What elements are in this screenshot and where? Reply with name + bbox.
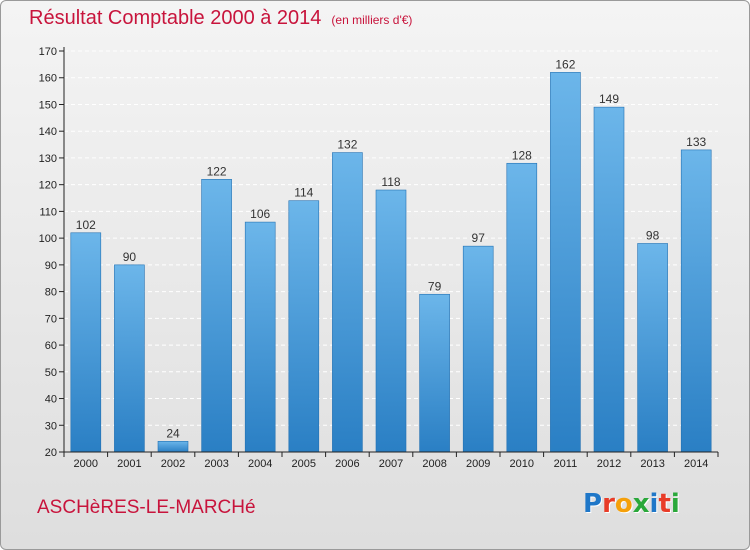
proxiti-logo: Proxiti	[583, 489, 680, 519]
data-label: 122	[207, 164, 227, 178]
x-tick-label: 2004	[248, 458, 272, 470]
logo-letter: x	[632, 489, 650, 519]
x-tick-label: 2009	[466, 458, 490, 470]
x-tick-label: 2008	[422, 458, 446, 470]
data-label: 133	[686, 135, 706, 149]
logo-letter: P	[583, 489, 603, 519]
y-tick-label: 100	[39, 233, 57, 245]
data-label: 162	[555, 57, 575, 71]
y-tick-label: 170	[39, 46, 57, 58]
bar-2010	[506, 162, 538, 453]
logo-letter: i	[670, 489, 680, 519]
bar-2004	[244, 221, 276, 453]
logo-letter: i	[649, 489, 659, 519]
y-tick-label: 130	[39, 153, 57, 165]
bar-2012	[593, 106, 625, 453]
y-tick-label: 150	[39, 99, 57, 111]
bar-2002	[157, 441, 189, 453]
chart-title: Résultat Comptable 2000 à 2014 (en millie…	[29, 7, 412, 30]
x-tick-label: 2007	[379, 458, 403, 470]
x-tick-label: 2012	[597, 458, 621, 470]
logo-letter: r	[602, 489, 615, 519]
x-tick-label: 2003	[204, 458, 228, 470]
data-label: 128	[512, 148, 532, 162]
x-tick-label: 2011	[554, 458, 578, 470]
x-tick-label: 2005	[292, 458, 316, 470]
bar-2000	[70, 232, 102, 453]
chart-title-text: Résultat Comptable 2000 à 2014	[29, 7, 322, 29]
data-label: 24	[166, 426, 180, 440]
y-tick-label: 40	[45, 394, 57, 406]
data-label: 79	[428, 279, 442, 293]
x-tick-label: 2006	[335, 458, 359, 470]
commune-name: ASCHèRES-LE-MARCHé	[37, 497, 256, 518]
bar-2003	[201, 179, 232, 453]
y-tick-label: 50	[45, 367, 57, 379]
bar-2006	[332, 152, 363, 453]
y-tick-label: 120	[39, 180, 57, 192]
x-tick-label: 2002	[161, 458, 185, 470]
data-label: 149	[599, 92, 619, 106]
chart-subtitle: (en milliers d'€)	[331, 13, 413, 27]
bar-2013	[637, 243, 668, 453]
y-tick-label: 70	[45, 313, 57, 325]
x-tick-label: 2014	[684, 458, 708, 470]
y-tick-label: 90	[45, 260, 57, 272]
data-label: 98	[646, 228, 660, 242]
x-tick-label: 2013	[640, 458, 664, 470]
data-label: 90	[123, 250, 137, 264]
bar-2014	[680, 149, 712, 453]
x-tick-label: 2001	[117, 458, 141, 470]
data-label: 114	[294, 186, 313, 200]
y-tick-label: 20	[45, 447, 57, 459]
x-tick-label: 2010	[510, 458, 534, 470]
y-tick-label: 60	[45, 340, 57, 352]
bar-2009	[462, 245, 494, 453]
y-tick-label: 110	[39, 206, 57, 218]
data-label: 106	[250, 207, 270, 221]
data-label: 132	[337, 138, 357, 152]
data-label: 102	[76, 218, 96, 232]
logo-letter: o	[614, 489, 633, 519]
y-tick-label: 80	[45, 287, 57, 299]
logo-letter: t	[658, 489, 671, 519]
bar-2001	[114, 264, 145, 453]
bar-2011	[550, 72, 581, 453]
bar-2007	[375, 189, 407, 453]
y-tick-label: 140	[39, 126, 57, 138]
x-tick-label: 2000	[74, 458, 98, 470]
data-label: 118	[381, 175, 400, 189]
data-label: 97	[472, 231, 486, 245]
y-tick-label: 30	[45, 420, 57, 432]
bar-2008	[419, 293, 450, 453]
bar-2005	[288, 200, 320, 453]
y-tick-label: 160	[39, 73, 57, 85]
